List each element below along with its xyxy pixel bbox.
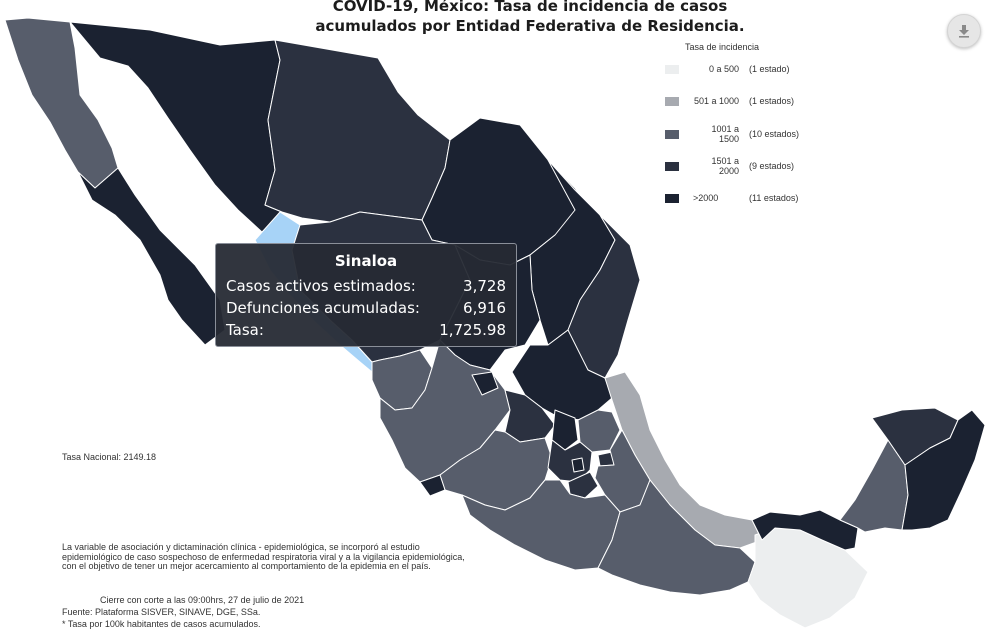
- state-tabasco[interactable]: [751, 509, 859, 551]
- legend-range: 501 a 1000: [693, 96, 739, 106]
- state-morelos[interactable]: [567, 471, 599, 499]
- legend-range: 0 a 500: [708, 64, 739, 74]
- legend-item[interactable]: 1001 a 1500 (10 estados): [665, 124, 800, 144]
- state-aguascalientes[interactable]: [471, 371, 499, 396]
- legend-range: >2000: [693, 193, 719, 203]
- legend-count: (11 estados): [749, 193, 799, 203]
- methodology-note: La variable de asociación y dictaminació…: [62, 542, 542, 572]
- legend-range: 1001 a 1500: [711, 124, 739, 144]
- legend-item[interactable]: 501 a 1000 (1 estados): [665, 95, 794, 107]
- legend-count: (10 estados): [749, 129, 800, 139]
- title-line-1: COVID-19, México: Tasa de incidencia de …: [332, 0, 728, 15]
- tooltip-value: 6,916: [463, 299, 506, 317]
- state-chihuahua[interactable]: [264, 39, 451, 223]
- legend-item[interactable]: >2000 (11 estados): [665, 192, 798, 204]
- legend-swatch: [665, 161, 679, 171]
- state-colima[interactable]: [419, 474, 446, 497]
- state-tooltip: Sinaloa Casos activos estimados: 3,728 D…: [215, 243, 517, 347]
- state-quintana-roo[interactable]: [901, 409, 986, 531]
- download-button[interactable]: [947, 14, 981, 48]
- legend-item[interactable]: 0 a 500 (1 estado): [665, 63, 790, 75]
- legend-range: 1501 a 2000: [711, 156, 739, 176]
- state-mexico[interactable]: [547, 439, 593, 483]
- legend-item[interactable]: 1501 a 2000 (9 estados): [665, 156, 795, 176]
- state-cdmx[interactable]: [571, 457, 585, 473]
- legend-count: (1 estado): [749, 64, 790, 74]
- legend-swatch: [665, 64, 679, 74]
- tooltip-state-name: Sinaloa: [334, 252, 398, 270]
- chart-title: COVID-19, México: Tasa de incidencia de …: [300, 0, 760, 36]
- legend-title: Tasa de incidencia: [685, 42, 760, 52]
- note-line: con el objetivo de tener un mejor acerca…: [62, 561, 431, 571]
- source-note: Fuente: Plataforma SISVER, SINAVE, DGE, …: [62, 607, 261, 617]
- tooltip-label: Casos activos estimados:: [226, 277, 416, 295]
- rate-footnote: * Tasa por 100k habitantes de casos acum…: [62, 619, 261, 629]
- note-line: epidemiológico de caso sospechoso de enf…: [62, 551, 465, 562]
- title-line-2: acumulados por Entidad Federativa de Res…: [315, 17, 745, 35]
- legend-swatch: [665, 193, 679, 203]
- legend-count: (9 estados): [749, 161, 795, 171]
- state-queretaro[interactable]: [551, 409, 579, 451]
- national-rate: Tasa Nacional: 2149.18: [62, 452, 157, 462]
- legend-swatch: [665, 96, 679, 106]
- legend-swatch: [665, 129, 679, 139]
- state-guerrero[interactable]: [461, 479, 621, 571]
- note-line: La variable de asociación y dictaminació…: [62, 542, 420, 552]
- tooltip-value: 1,725.98: [439, 321, 506, 339]
- download-icon: [959, 25, 969, 38]
- cutoff-date: Cierre con corte a las 09:00hrs, 27 de j…: [100, 595, 305, 605]
- state-baja-california-sur[interactable]: [77, 167, 226, 346]
- legend-count: (1 estados): [749, 96, 795, 106]
- tooltip-value: 3,728: [463, 277, 506, 295]
- tooltip-label: Tasa:: [226, 321, 264, 339]
- tooltip-label: Defunciones acumuladas:: [226, 299, 420, 317]
